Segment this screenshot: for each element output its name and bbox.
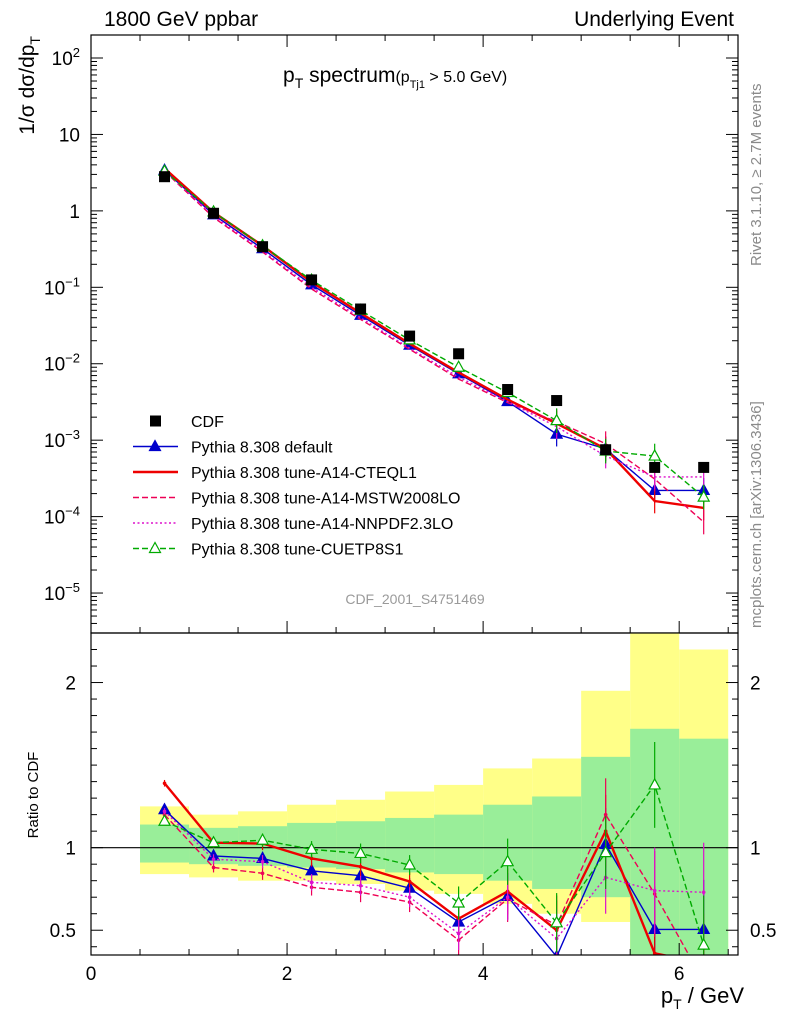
ratio-y-tick-label: 0.5 bbox=[50, 921, 76, 942]
ratio-series-point bbox=[309, 856, 314, 861]
ratio-series-marker bbox=[697, 937, 711, 950]
ratio-series-marker bbox=[305, 842, 319, 854]
data-point bbox=[600, 444, 612, 456]
ratio-series-marker bbox=[648, 777, 662, 790]
data-point bbox=[404, 330, 416, 342]
x-axis-label: pT / GeV bbox=[661, 983, 744, 1012]
legend-label: CDF bbox=[191, 414, 224, 431]
ratio-series-group bbox=[158, 741, 711, 965]
ratio-series-line bbox=[164, 813, 690, 955]
legend-label: Pythia 8.308 tune-A14-CTEQL1 bbox=[191, 465, 417, 482]
ratio-series-line bbox=[163, 782, 669, 955]
ratio-ylabel: Ratio to CDF bbox=[25, 752, 42, 839]
ratio-series-point bbox=[162, 809, 167, 814]
ratio-series-marker bbox=[158, 814, 172, 826]
ratio-series-line bbox=[164, 810, 704, 940]
main-series-line bbox=[164, 169, 704, 492]
legend-marker bbox=[148, 439, 162, 452]
data-point bbox=[355, 303, 367, 315]
uncertainty-band-green bbox=[532, 796, 582, 889]
uncertainty-band-green bbox=[140, 824, 190, 863]
main-series-line bbox=[164, 170, 705, 523]
ratio-y-tick-label: 1 bbox=[65, 839, 76, 860]
ratio-series-point bbox=[701, 890, 706, 895]
main-series-marker bbox=[550, 413, 564, 426]
ratio-series-marker bbox=[452, 895, 466, 908]
ratio-series-point bbox=[260, 871, 265, 876]
y-tick-label: 10−5 bbox=[44, 580, 80, 605]
ratio-frame bbox=[90, 632, 739, 956]
ratio-series-point bbox=[260, 859, 265, 864]
data-point bbox=[306, 274, 318, 286]
legend-label: Pythia 8.308 tune-A14-NNPDF2.3LO bbox=[191, 516, 453, 533]
ratio-series-marker bbox=[501, 854, 515, 867]
main-ylabel: 1/σ dσ/dpT bbox=[16, 36, 43, 135]
ratio-series-point bbox=[652, 888, 657, 893]
ratio-series-line bbox=[164, 809, 704, 955]
data-point bbox=[208, 207, 220, 219]
chart-title: pT spectrum(pTj1 > 5.0 GeV) bbox=[283, 64, 507, 91]
data-point bbox=[159, 171, 171, 183]
y-tick-label: 10−3 bbox=[44, 427, 80, 452]
y-tick-label: 10 bbox=[59, 125, 80, 146]
main-series-marker bbox=[648, 448, 662, 461]
ratio-y-tick-label-right: 1 bbox=[750, 839, 761, 860]
x-tick-label: 0 bbox=[86, 964, 97, 985]
main-series-line bbox=[164, 170, 704, 478]
ratio-y-tick-label-right: 0.5 bbox=[750, 921, 776, 942]
x-tick-label: 6 bbox=[674, 964, 685, 985]
ratio-y-tick-label-right: 2 bbox=[750, 674, 761, 695]
ratio-series-point bbox=[603, 812, 608, 817]
legend-marker bbox=[148, 541, 162, 554]
data-point bbox=[551, 395, 563, 407]
legend-label: Pythia 8.308 tune-CUETP8S1 bbox=[191, 542, 404, 559]
ratio-series-marker bbox=[354, 846, 368, 859]
main-series-line bbox=[163, 167, 704, 510]
analysis-watermark: CDF_2001_S4751469 bbox=[345, 591, 485, 607]
y-tick-label: 10−2 bbox=[44, 351, 80, 376]
main-series-marker bbox=[697, 489, 711, 502]
ratio-series-point bbox=[309, 880, 314, 885]
ratio-y-tick-label: 2 bbox=[65, 674, 76, 695]
ratio-series-point bbox=[407, 895, 412, 900]
y-tick-label: 102 bbox=[52, 45, 80, 70]
data-point bbox=[502, 384, 514, 396]
main-series-marker bbox=[452, 359, 466, 372]
ratio-series-line bbox=[164, 783, 705, 946]
ratio-series-marker bbox=[207, 835, 221, 848]
ratio-series-point bbox=[505, 895, 510, 900]
ratio-series-point bbox=[652, 951, 657, 955]
y-tick-label: 10−4 bbox=[44, 504, 80, 529]
header-right: Underlying Event bbox=[574, 8, 734, 31]
legend-marker bbox=[150, 415, 161, 427]
y-tick-label: 1 bbox=[69, 202, 80, 223]
legend-label: Pythia 8.308 default bbox=[191, 440, 333, 457]
ratio-series-point bbox=[702, 961, 706, 965]
x-tick-label: 4 bbox=[478, 964, 489, 985]
data-point bbox=[453, 348, 465, 360]
ratio-series-point bbox=[211, 865, 216, 870]
ratio-series-marker bbox=[550, 915, 564, 928]
ratio-series-point bbox=[211, 857, 216, 862]
uncertainty-band-green bbox=[434, 814, 484, 875]
legend-label: Pythia 8.308 tune-A14-MSTW2008LO bbox=[191, 491, 460, 508]
main-series-line bbox=[164, 170, 705, 498]
data-point bbox=[698, 461, 710, 473]
data-point bbox=[649, 461, 661, 473]
data-point bbox=[257, 241, 269, 253]
ratio-series-point bbox=[358, 864, 363, 869]
ratio-series-point bbox=[456, 931, 461, 936]
header-left: 1800 GeV ppbar bbox=[104, 8, 259, 31]
y-tick-label: 10−1 bbox=[44, 274, 80, 299]
ratio-series-marker bbox=[403, 857, 417, 870]
ratio-series-point bbox=[358, 883, 363, 888]
ratio-series-marker bbox=[256, 832, 270, 845]
ratio-series-marker bbox=[599, 845, 613, 858]
ratio-series-point bbox=[162, 781, 167, 786]
x-tick-label: 2 bbox=[282, 964, 293, 985]
ratio-series-point bbox=[407, 879, 412, 884]
